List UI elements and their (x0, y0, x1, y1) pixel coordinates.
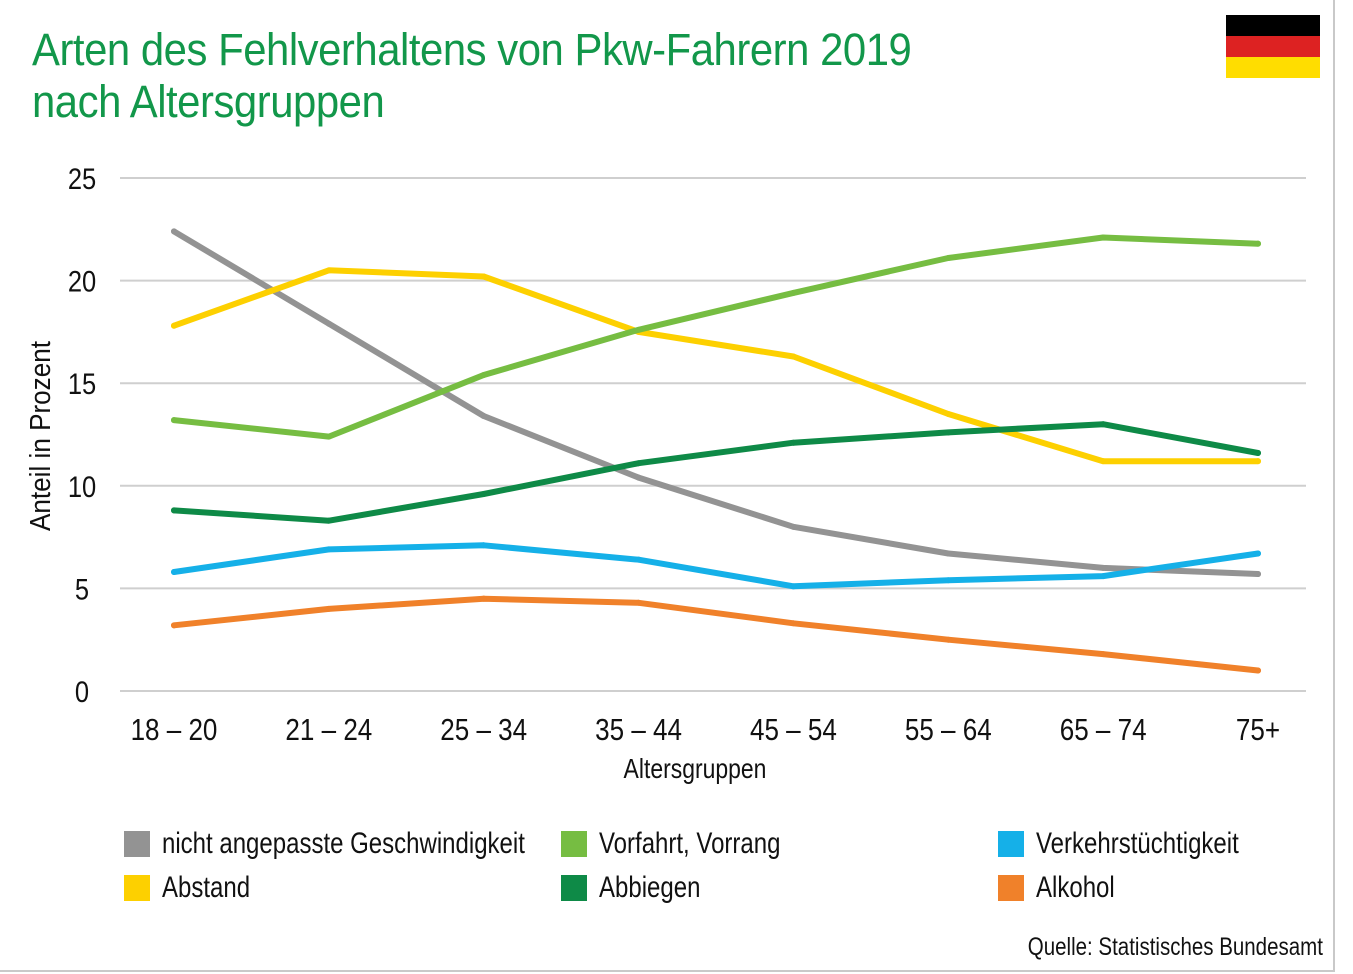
legend-item-alkohol: Alkohol (998, 870, 1134, 906)
x-tick-label: 25 – 34 (440, 713, 527, 748)
data-point (790, 439, 797, 446)
data-point (171, 228, 177, 235)
data-point (635, 326, 642, 333)
legend-item-abstand: Abstand (124, 870, 272, 906)
data-point (480, 413, 487, 420)
x-tick-label: 35 – 44 (595, 713, 682, 748)
x-axis-label: Altersgruppen (624, 754, 767, 785)
data-point (945, 255, 952, 262)
data-point (790, 289, 797, 296)
data-point (325, 320, 332, 327)
data-point (1255, 667, 1261, 674)
y-tick-label: 25 (68, 162, 96, 195)
data-point (325, 605, 332, 612)
data-point (1255, 571, 1261, 578)
data-point (635, 474, 642, 481)
data-point (325, 546, 332, 553)
data-point (635, 460, 642, 467)
chart-title-line-1: Arten des Fehlverhaltens von Pkw-Fahrern… (32, 24, 912, 75)
series-line-0 (171, 228, 1261, 577)
legend-item-vorfahrt: Vorfahrt, Vorrang (561, 826, 826, 862)
data-point (945, 550, 952, 557)
x-tick-label: 45 – 54 (750, 713, 837, 748)
y-tick-label: 10 (68, 470, 96, 503)
series-line-4 (171, 542, 1261, 590)
data-point (635, 556, 642, 563)
legend-swatch-geschwindigkeit (124, 831, 150, 857)
x-tick-label: 75+ (1236, 713, 1280, 748)
legend-label-alkohol: Alkohol (1036, 871, 1115, 904)
data-point (1100, 573, 1107, 580)
data-point (635, 599, 642, 606)
data-point (171, 507, 177, 514)
data-point (945, 410, 952, 417)
data-point (480, 273, 487, 280)
data-point (1255, 458, 1261, 465)
data-point (945, 636, 952, 643)
data-point (1255, 240, 1261, 247)
chart-title-line-2: nach Altersgruppen (32, 76, 385, 127)
legend-label-abbiegen: Abbiegen (599, 871, 701, 904)
x-tick-label: 55 – 64 (905, 713, 992, 748)
data-point (325, 267, 332, 274)
legend-label-abstand: Abstand (162, 871, 251, 904)
data-point (1100, 421, 1107, 428)
y-tick-label: 5 (75, 572, 89, 605)
data-point (480, 595, 487, 602)
legend-swatch-abbiegen (561, 875, 587, 901)
data-point (790, 583, 797, 590)
data-point (945, 577, 952, 584)
data-point (1100, 564, 1107, 571)
y-tick-label: 0 (75, 675, 89, 708)
series-line-3 (171, 421, 1261, 524)
x-tick-label: 21 – 24 (285, 713, 372, 748)
flag-stripe-black (1226, 15, 1320, 36)
data-point (480, 542, 487, 549)
flag-stripe-gold (1226, 57, 1320, 78)
y-tick-label: 20 (68, 265, 96, 298)
y-tick-label: 15 (68, 367, 96, 400)
flag-stripe-red (1226, 36, 1320, 57)
data-point (945, 429, 952, 436)
data-point (1100, 234, 1107, 241)
data-point (790, 620, 797, 627)
data-point (1255, 550, 1261, 557)
data-point (1100, 458, 1107, 465)
legend-item-abbiegen: Abbiegen (561, 870, 726, 906)
x-tick-label: 18 – 20 (131, 713, 218, 748)
x-tick-label: 65 – 74 (1060, 713, 1147, 748)
source-note: Quelle: Statistisches Bundesamt (1027, 933, 1323, 961)
data-point (1255, 449, 1261, 456)
data-point (325, 517, 332, 524)
legend-item-verkehrstuechtigkeit: Verkehrstüchtigkeit (998, 826, 1289, 862)
legend-label-verkehrstuechtigkeit: Verkehrstüchtigkeit (1036, 827, 1239, 860)
data-point (480, 371, 487, 378)
german-flag-icon (1226, 15, 1320, 78)
legend-swatch-alkohol (998, 875, 1024, 901)
series-line-2 (171, 234, 1261, 440)
data-point (325, 433, 332, 440)
legend-swatch-vorfahrt (561, 831, 587, 857)
legend-label-geschwindigkeit: nicht angepasste Geschwindigkeit (162, 827, 525, 860)
data-point (1100, 651, 1107, 658)
data-point (790, 523, 797, 530)
data-point (171, 568, 177, 575)
legend-swatch-verkehrstuechtigkeit (998, 831, 1024, 857)
legend-item-geschwindigkeit: nicht angepasste Geschwindigkeit (124, 826, 616, 862)
data-point (171, 417, 177, 424)
legend-swatch-abstand (124, 875, 150, 901)
series-line-1 (171, 267, 1261, 465)
data-point (171, 322, 177, 329)
y-axis-label: Anteil in Prozent (24, 341, 57, 531)
data-point (480, 491, 487, 498)
data-point (171, 622, 177, 629)
series-line-5 (171, 595, 1261, 674)
legend-label-vorfahrt: Vorfahrt, Vorrang (599, 827, 781, 860)
data-point (790, 353, 797, 360)
chart-title: Arten des Fehlverhaltens von Pkw-Fahrern… (32, 24, 912, 128)
